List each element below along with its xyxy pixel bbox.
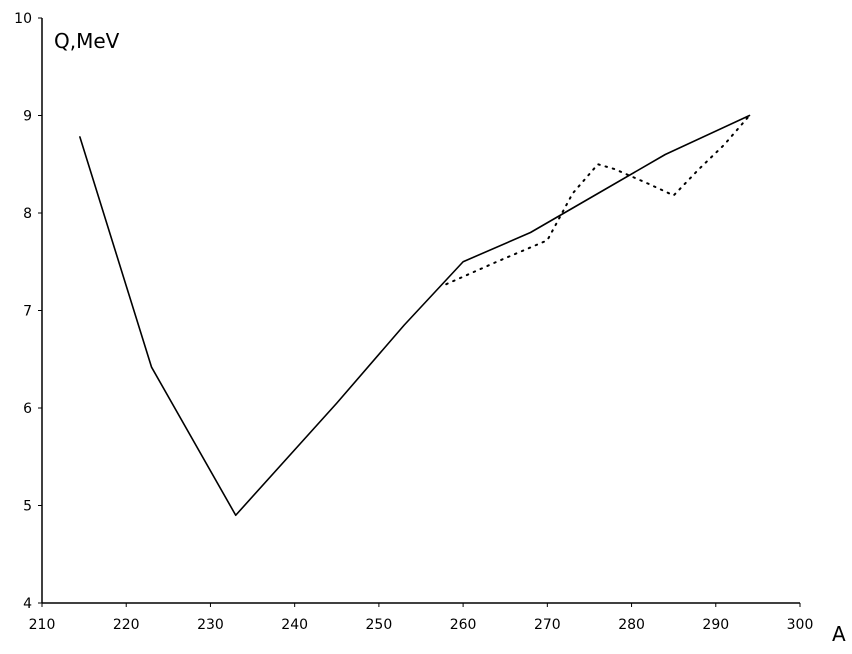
x-tick-label: 250 — [366, 617, 393, 633]
x-tick-label: 280 — [618, 617, 645, 633]
y-tick-label: 9 — [23, 109, 32, 125]
y-tick-label: 10 — [14, 11, 32, 27]
x-tick-label: 210 — [29, 617, 56, 633]
x-tick-label: 220 — [113, 617, 140, 633]
x-tick-label: 240 — [281, 617, 308, 633]
series-solid-line — [79, 114, 751, 517]
x-tick-label: 270 — [534, 617, 561, 633]
y-tick-label: 8 — [23, 206, 32, 222]
x-tick-label: 290 — [702, 617, 729, 633]
y-tick-label: 7 — [23, 304, 32, 320]
x-tick-label: 260 — [450, 617, 477, 633]
x-tick-label: 230 — [197, 617, 224, 633]
y-tick-label: 5 — [23, 499, 32, 515]
x-tick-label: 300 — [787, 617, 814, 633]
series-dotted-line — [445, 114, 751, 286]
y-tick-label: 6 — [23, 401, 32, 417]
axis-ticks: 210 220 230 240 250 260 270 280 290 300 4 5 6 7 8 9 10 — [14, 11, 813, 633]
y-tick-label: 4 — [23, 596, 32, 612]
x-axis-title: A — [832, 622, 846, 646]
series-layer — [79, 114, 751, 517]
y-axis-title: Q,MeV — [54, 29, 120, 53]
